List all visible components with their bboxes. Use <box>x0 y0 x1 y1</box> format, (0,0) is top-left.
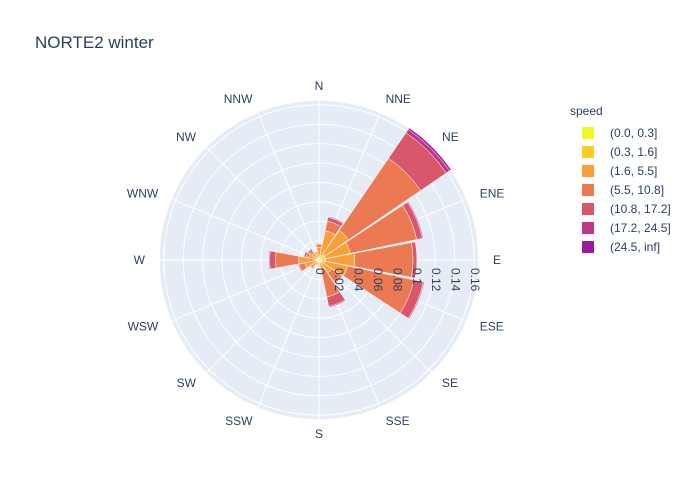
radial-tick-label: 0.1 <box>410 268 424 285</box>
direction-label-wnw: WNW <box>127 186 159 200</box>
direction-label-nnw: NNW <box>224 92 253 106</box>
direction-label-se: SE <box>442 376 458 390</box>
direction-label-s: S <box>315 427 323 441</box>
radial-tick-label: 0.02 <box>332 268 346 292</box>
legend-swatch <box>582 164 594 177</box>
bar-s <box>317 264 321 267</box>
bar-wsw <box>297 263 303 273</box>
direction-label-nw: NW <box>176 130 197 144</box>
bar-se <box>333 274 343 284</box>
legend-label: (10.8, 17.2] <box>610 201 671 216</box>
radial-tick-label: 0 <box>313 268 327 275</box>
legend-swatch <box>582 145 594 158</box>
direction-label-ene: ENE <box>480 186 505 200</box>
legend-swatch <box>582 126 594 139</box>
direction-label-nne: NNE <box>386 92 411 106</box>
legend: speed (0.0, 0.3] (0.3, 1.6] (1.6, 5.5] (5.5… <box>570 104 671 256</box>
angular-gridline <box>205 146 320 261</box>
legend-item[interactable]: (24.5, inf] <box>570 237 671 256</box>
angular-gridline <box>257 259 320 409</box>
radial-tick-label: 0.08 <box>390 268 404 292</box>
legend-item[interactable]: (5.5, 10.8] <box>570 180 671 199</box>
angular-gridline <box>257 111 320 261</box>
direction-label-w: W <box>134 253 146 267</box>
bar-nne <box>327 216 344 224</box>
direction-label-ssw: SSW <box>225 414 253 428</box>
radial-tick-label: 0.06 <box>371 268 385 292</box>
angular-gridline <box>170 198 320 261</box>
direction-label-sse: SSE <box>386 414 410 428</box>
radial-tick-label: 0.12 <box>429 268 443 292</box>
legend-swatch <box>582 202 594 215</box>
bar-w <box>269 250 277 270</box>
bar-sse <box>328 299 346 308</box>
radial-tick-label: 0.04 <box>352 268 366 292</box>
polar-outline <box>158 99 480 421</box>
angular-gridline <box>170 259 320 322</box>
legend-label: (0.0, 0.3] <box>610 125 658 140</box>
bar-w <box>268 250 271 270</box>
direction-label-sw: SW <box>177 376 197 390</box>
bar-nw <box>307 248 313 254</box>
radial-tick-label: 0.16 <box>468 268 482 292</box>
bar-e <box>411 241 418 279</box>
bar-ese <box>407 281 425 320</box>
chart-title: NORTE2 winter <box>35 33 154 52</box>
bar-n <box>315 244 323 248</box>
legend-item[interactable]: (0.0, 0.3] <box>570 123 671 142</box>
direction-label-e: E <box>493 253 501 267</box>
legend-label: (0.3, 1.6] <box>610 144 658 159</box>
bar-ne <box>407 127 452 172</box>
legend-label: (24.5, inf] <box>610 239 661 254</box>
bar-ene <box>407 201 424 239</box>
bar-n <box>315 243 323 246</box>
legend-label: (17.2, 24.5] <box>610 220 671 235</box>
legend-swatch <box>582 183 594 196</box>
angular-gridline <box>205 259 320 374</box>
direction-label-n: N <box>315 79 324 93</box>
legend-item[interactable]: (1.6, 5.5] <box>570 161 671 180</box>
direction-label-ese: ESE <box>480 320 504 334</box>
legend-swatch <box>582 240 594 253</box>
legend-label: (5.5, 10.8] <box>610 182 665 197</box>
legend-label: (1.6, 5.5] <box>610 163 658 178</box>
bar-wnw <box>303 251 308 258</box>
direction-label-ne: NE <box>442 130 459 144</box>
legend-item[interactable]: (17.2, 24.5] <box>570 218 671 237</box>
legend-title: speed <box>570 104 603 118</box>
legend-item[interactable]: (0.3, 1.6] <box>570 142 671 161</box>
bar-nnw <box>313 251 318 254</box>
direction-label-wsw: WSW <box>128 320 159 334</box>
legend-item[interactable]: (10.8, 17.2] <box>570 199 671 218</box>
legend-swatch <box>582 221 594 234</box>
radial-tick-label: 0.14 <box>449 268 463 292</box>
